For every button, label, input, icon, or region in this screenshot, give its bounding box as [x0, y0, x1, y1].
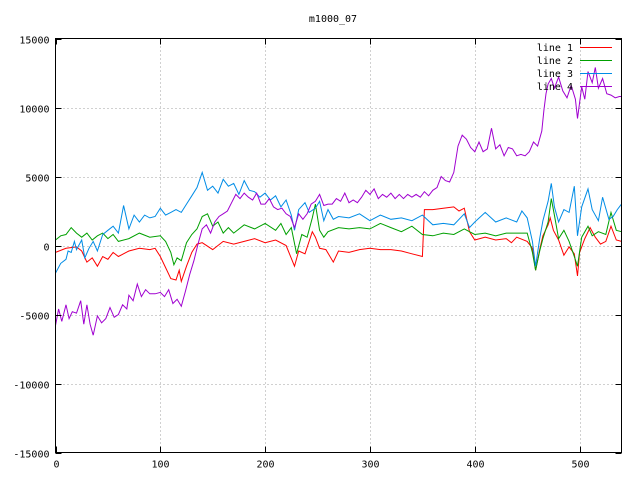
series-line-3 [55, 170, 622, 274]
series-line-1 [55, 206, 622, 284]
x-tick-label: 0 [53, 460, 59, 471]
y-tick-label: -10000 [13, 381, 49, 392]
legend-label-4: line 4 [537, 82, 573, 93]
legend-label-1: line 1 [537, 43, 573, 54]
ticks [55, 38, 622, 454]
chart-title: m1000_07 [309, 14, 357, 25]
x-tick-label: 200 [256, 460, 274, 471]
y-tick-label: 15000 [19, 36, 49, 47]
x-tick-label: 400 [466, 460, 484, 471]
plot-frame [55, 38, 622, 453]
y-tick-label: 5000 [25, 174, 49, 185]
y-tick-label: -5000 [19, 312, 49, 323]
legend-label-3: line 3 [537, 69, 573, 80]
series-line-4 [55, 67, 622, 336]
grid [55, 38, 622, 453]
x-tick-label: 500 [571, 460, 589, 471]
x-tick-label: 100 [151, 460, 169, 471]
y-tick-label: 10000 [19, 105, 49, 116]
legend-label-2: line 2 [537, 56, 573, 67]
tick-labels: 0 100 200 300 400 500 -15000 -10000 -5000 0 5000 10… [13, 36, 589, 471]
y-tick-label: -15000 [13, 450, 49, 461]
legend: line 1 line 2 line 3 line 4 [537, 43, 612, 93]
series-line-2 [55, 198, 622, 271]
y-tick-label: 0 [43, 243, 49, 254]
x-tick-label: 300 [361, 460, 379, 471]
series-layer [55, 67, 622, 336]
